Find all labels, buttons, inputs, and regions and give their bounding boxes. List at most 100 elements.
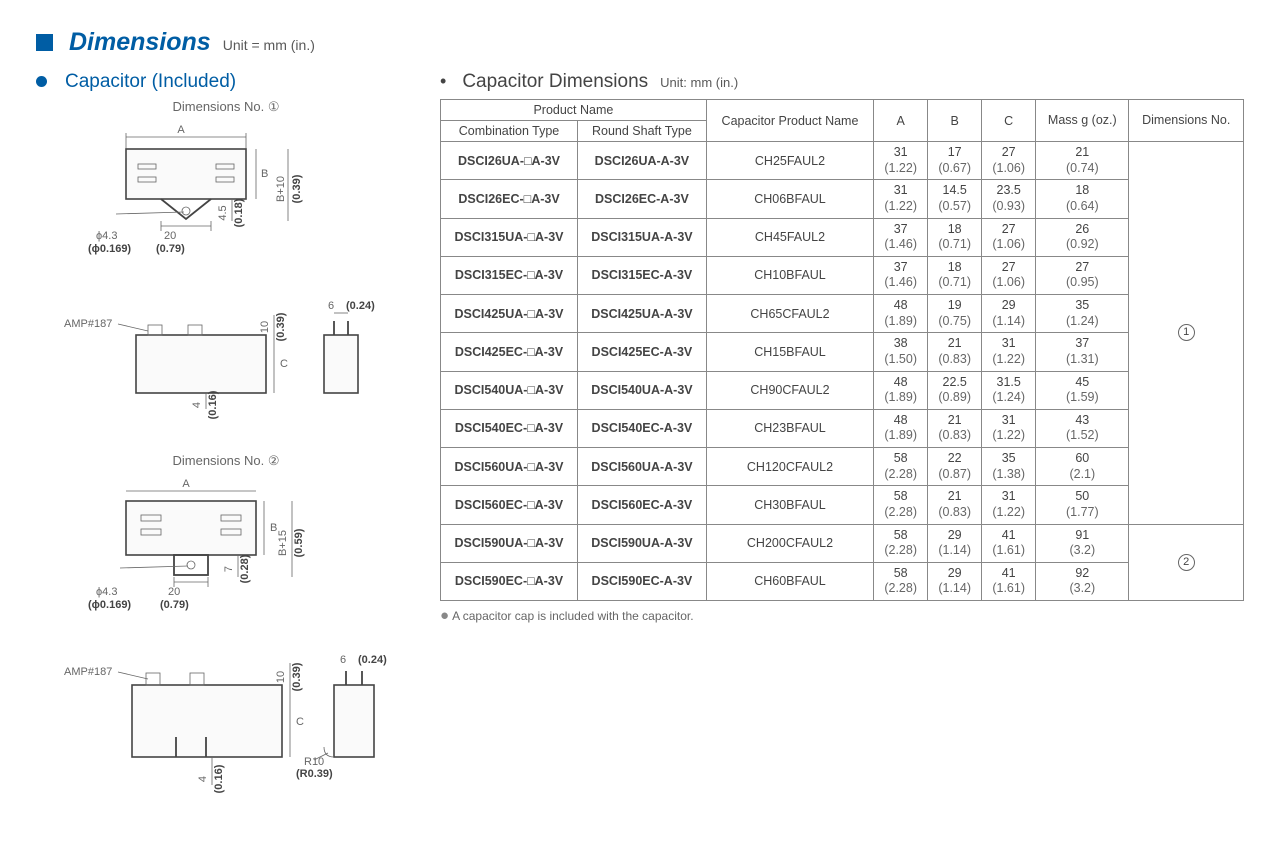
table-cell: 37(1.46) xyxy=(874,218,928,256)
svg-text:4.5: 4.5 xyxy=(217,205,229,220)
table-cell: DSCI590EC-A-3V xyxy=(578,562,707,600)
svg-text:(0.79): (0.79) xyxy=(156,243,185,255)
table-cell: DSCI560EC-□A-3V xyxy=(441,486,578,524)
table-cell: 1 xyxy=(1129,142,1244,525)
th-b: B xyxy=(928,100,982,142)
diagrams-column: Capacitor (Included) Dimensions No. ① A … xyxy=(36,71,416,827)
table-cell: DSCI26UA-A-3V xyxy=(578,142,707,180)
table-cell: 17(0.67) xyxy=(928,142,982,180)
table-cell: DSCI425UA-□A-3V xyxy=(441,295,578,333)
table-cell: 48(1.89) xyxy=(874,409,928,447)
table-row: DSCI315EC-□A-3VDSCI315EC-A-3VCH10BFAUL37… xyxy=(441,256,1244,294)
table-cell: 23.5(0.93) xyxy=(982,180,1036,218)
table-cell: DSCI26EC-□A-3V xyxy=(441,180,578,218)
svg-text:(0.24): (0.24) xyxy=(358,654,387,666)
table-cell: 22(0.87) xyxy=(928,448,982,486)
table-cell: 48(1.89) xyxy=(874,371,928,409)
table-cell: DSCI540EC-□A-3V xyxy=(441,409,578,447)
table-cell: 21(0.83) xyxy=(928,333,982,371)
page-header: Dimensions Unit = mm (in.) xyxy=(36,28,1244,57)
bullet-icon: • xyxy=(440,71,446,92)
svg-text:(0.18): (0.18) xyxy=(233,198,245,227)
table-cell: DSCI590UA-□A-3V xyxy=(441,524,578,562)
th-comb: Combination Type xyxy=(441,121,578,142)
table-cell: DSCI315UA-□A-3V xyxy=(441,218,578,256)
svg-text:B: B xyxy=(261,168,268,180)
svg-text:(0.28): (0.28) xyxy=(239,554,251,583)
svg-text:ϕ4.3: ϕ4.3 xyxy=(96,586,117,598)
table-cell: 27(1.06) xyxy=(982,142,1036,180)
table-cell: 18(0.71) xyxy=(928,256,982,294)
table-footnote: ●A capacitor cap is included with the ca… xyxy=(440,607,1244,624)
svg-text:B+15: B+15 xyxy=(277,530,289,556)
table-cell: 58(2.28) xyxy=(874,448,928,486)
table-cell: 21(0.83) xyxy=(928,409,982,447)
th-mass: Mass g (oz.) xyxy=(1036,100,1129,142)
table-cell: DSCI540UA-□A-3V xyxy=(441,371,578,409)
table-cell: CH10BFAUL xyxy=(706,256,873,294)
svg-text:(R0.39): (R0.39) xyxy=(296,768,333,780)
table-cell: DSCI590UA-A-3V xyxy=(578,524,707,562)
svg-text:4: 4 xyxy=(197,776,209,782)
table-cell: CH60BFAUL xyxy=(706,562,873,600)
table-cell: DSCI560UA-A-3V xyxy=(578,448,707,486)
svg-text:(0.39): (0.39) xyxy=(291,662,303,691)
unit-label: Unit = mm (in.) xyxy=(223,37,315,53)
table-cell: CH65CFAUL2 xyxy=(706,295,873,333)
table-row: DSCI425UA-□A-3VDSCI425UA-A-3VCH65CFAUL24… xyxy=(441,295,1244,333)
table-cell: 91(3.2) xyxy=(1036,524,1129,562)
table-row: DSCI590UA-□A-3VDSCI590UA-A-3VCH200CFAUL2… xyxy=(441,524,1244,562)
table-cell: 43(1.52) xyxy=(1036,409,1129,447)
table-row: DSCI26EC-□A-3VDSCI26EC-A-3VCH06BFAUL31(1… xyxy=(441,180,1244,218)
svg-text:20: 20 xyxy=(168,586,180,598)
table-cell: DSCI26UA-□A-3V xyxy=(441,142,578,180)
table-cell: DSCI560EC-A-3V xyxy=(578,486,707,524)
svg-text:(0.79): (0.79) xyxy=(160,599,189,611)
table-cell: 31(1.22) xyxy=(982,486,1036,524)
table-cell: 48(1.89) xyxy=(874,295,928,333)
table-row: DSCI540UA-□A-3VDSCI540UA-A-3VCH90CFAUL24… xyxy=(441,371,1244,409)
table-cell: 22.5(0.89) xyxy=(928,371,982,409)
table-cell: CH200CFAUL2 xyxy=(706,524,873,562)
table-row: DSCI315UA-□A-3VDSCI315UA-A-3VCH45FAUL237… xyxy=(441,218,1244,256)
table-cell: 29(1.14) xyxy=(982,295,1036,333)
th-dimno: Dimensions No. xyxy=(1129,100,1244,142)
table-cell: 31(1.22) xyxy=(874,142,928,180)
svg-text:(0.39): (0.39) xyxy=(291,174,303,203)
diagram-2-side: AMP#187 10 (0.39) C 4 (0.16) 6 (0.24) xyxy=(56,645,396,805)
svg-text:(0.59): (0.59) xyxy=(293,528,305,557)
svg-text:C: C xyxy=(280,358,288,370)
table-cell: CH90CFAUL2 xyxy=(706,371,873,409)
table-cell: 18(0.71) xyxy=(928,218,982,256)
svg-text:20: 20 xyxy=(164,230,176,242)
table-row: DSCI26UA-□A-3VDSCI26UA-A-3VCH25FAUL231(1… xyxy=(441,142,1244,180)
table-cell: DSCI425UA-A-3V xyxy=(578,295,707,333)
svg-text:(0.24): (0.24) xyxy=(346,300,375,312)
right-subtitle: Capacitor Dimensions xyxy=(462,71,648,93)
table-cell: 18(0.64) xyxy=(1036,180,1129,218)
th-cap-name: Capacitor Product Name xyxy=(706,100,873,142)
diagram1-caption: Dimensions No. ① xyxy=(36,99,416,115)
table-cell: 19(0.75) xyxy=(928,295,982,333)
table-cell: 31(1.22) xyxy=(982,409,1036,447)
table-row: DSCI560EC-□A-3VDSCI560EC-A-3VCH30BFAUL58… xyxy=(441,486,1244,524)
table-cell: DSCI590EC-□A-3V xyxy=(441,562,578,600)
table-cell: 92(3.2) xyxy=(1036,562,1129,600)
svg-text:6: 6 xyxy=(328,300,334,312)
svg-text:AMP#187: AMP#187 xyxy=(64,666,112,678)
title-marker xyxy=(36,34,57,55)
table-cell: 37(1.46) xyxy=(874,256,928,294)
right-unit: Unit: mm (in.) xyxy=(660,75,738,90)
svg-text:7: 7 xyxy=(223,566,235,572)
table-cell: 38(1.50) xyxy=(874,333,928,371)
table-cell: CH45FAUL2 xyxy=(706,218,873,256)
table-cell: 50(1.77) xyxy=(1036,486,1129,524)
table-cell: DSCI560UA-□A-3V xyxy=(441,448,578,486)
dimensions-table: Product Name Capacitor Product Name A B … xyxy=(440,99,1244,601)
table-cell: CH06BFAUL xyxy=(706,180,873,218)
table-cell: 35(1.24) xyxy=(1036,295,1129,333)
table-cell: DSCI315EC-A-3V xyxy=(578,256,707,294)
table-row: DSCI560UA-□A-3VDSCI560UA-A-3VCH120CFAUL2… xyxy=(441,448,1244,486)
table-cell: 29(1.14) xyxy=(928,562,982,600)
table-cell: 45(1.59) xyxy=(1036,371,1129,409)
